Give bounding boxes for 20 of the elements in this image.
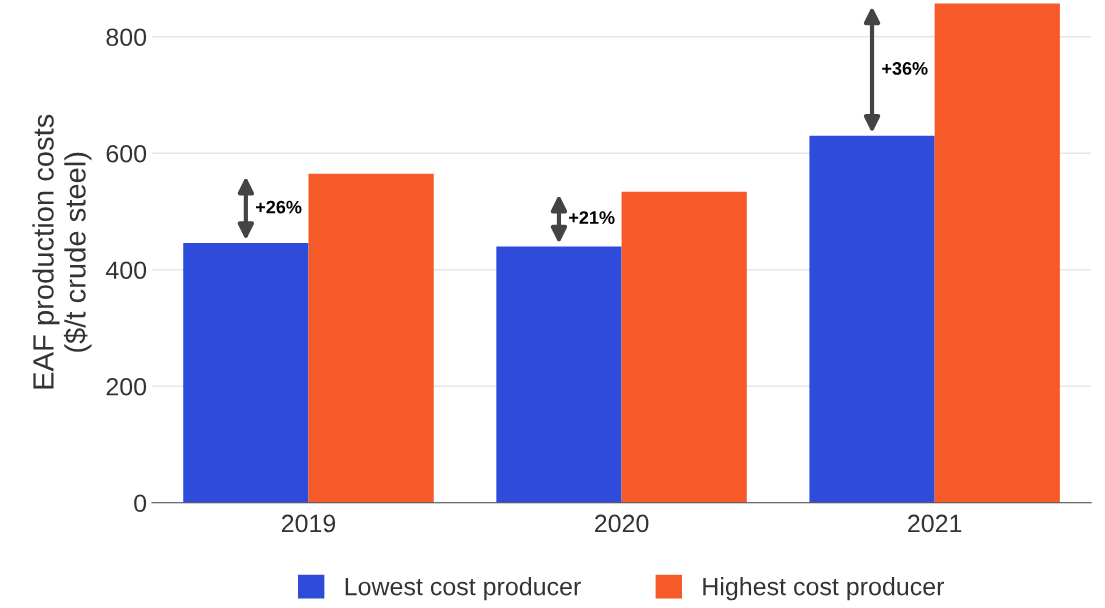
bar: [183, 243, 309, 503]
annotation: +21%: [569, 211, 615, 224]
y-tick-label: 400: [105, 261, 147, 280]
bar: [621, 191, 747, 503]
legend-label: Lowest cost producer: [345, 577, 581, 601]
y-tick-label: 800: [106, 28, 147, 47]
annotation: +36%: [882, 62, 928, 75]
y-axis-title: EAF production costs ($/t crude steel): [32, 114, 92, 389]
x-tick-label: 2019: [281, 514, 336, 533]
y-tick-label: 0: [134, 494, 147, 513]
y-tick-label: 600: [106, 144, 147, 163]
bar: [308, 173, 434, 503]
bar: [934, 3, 1060, 503]
y-tick-label: 200: [106, 377, 147, 396]
x-tick-label: 2021: [908, 514, 962, 533]
bar: [496, 246, 622, 503]
annotation: +26%: [256, 200, 302, 214]
legend-label: Highest cost producer: [703, 577, 945, 601]
x-tick-label: 2020: [595, 514, 649, 533]
bar: [809, 135, 935, 503]
